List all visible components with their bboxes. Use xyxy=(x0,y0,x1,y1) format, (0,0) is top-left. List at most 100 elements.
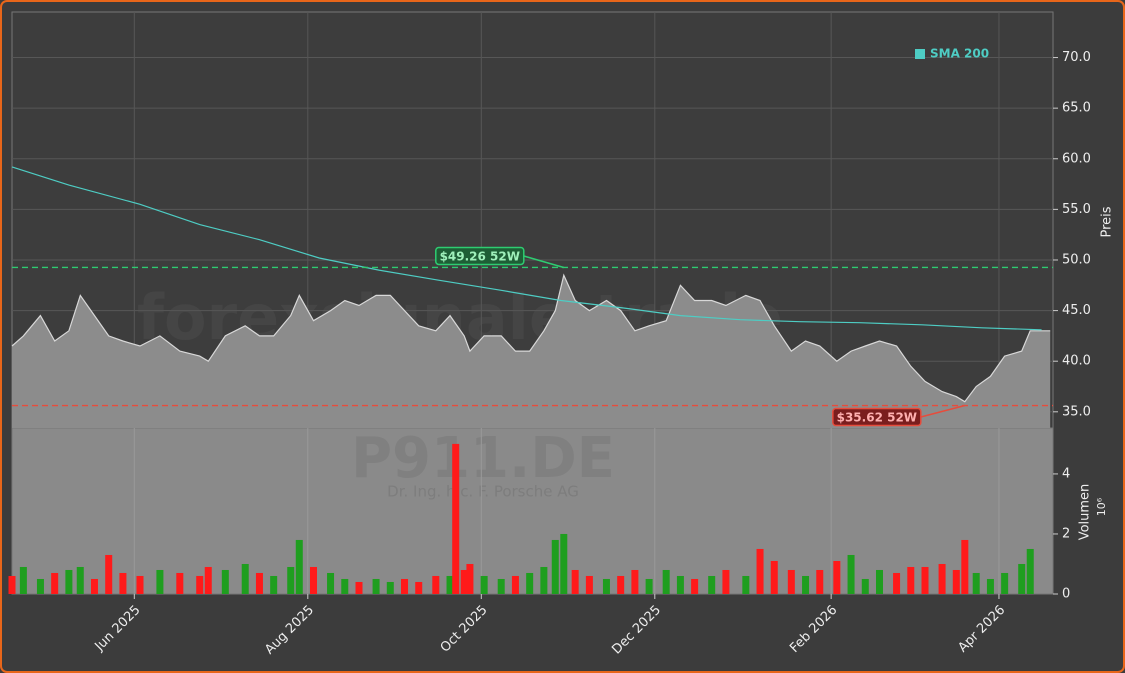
volume-bar xyxy=(466,563,474,594)
volume-bar xyxy=(497,578,505,594)
volume-bar xyxy=(770,560,778,594)
volume-bar xyxy=(986,578,994,594)
volume-bar xyxy=(386,581,394,594)
volume-bar xyxy=(921,566,929,594)
annotation-box xyxy=(435,246,525,266)
volume-bar xyxy=(90,578,98,594)
y-tick-label: 45.0 xyxy=(1062,303,1091,318)
volume-bar xyxy=(511,575,519,594)
volume-bar xyxy=(847,554,855,594)
annotation-box xyxy=(832,407,922,427)
volume-bar xyxy=(460,569,468,594)
sma-line xyxy=(11,166,1042,331)
y-tick-label: 40.0 xyxy=(1062,354,1091,369)
volume-bar xyxy=(551,539,559,594)
watermark-subtitle: Dr. Ing. h.c. F. Porsche AG xyxy=(387,483,579,501)
volume-bar xyxy=(119,572,127,594)
volume-bar xyxy=(742,575,750,594)
volume-bar xyxy=(255,572,263,594)
volume-bar xyxy=(241,563,249,594)
volume-bar xyxy=(355,581,363,594)
volume-bar xyxy=(415,581,423,594)
annotation-arrow xyxy=(523,255,564,269)
volume-bar xyxy=(691,578,699,594)
y-tick-label: 2 xyxy=(1062,526,1070,541)
volume-bar xyxy=(105,554,113,594)
volume-bar xyxy=(676,575,684,594)
y-tick-label: 0 xyxy=(1062,587,1070,602)
volume-bar xyxy=(51,572,59,594)
y-tick-label: 4 xyxy=(1062,466,1070,481)
y-tick-label: 50.0 xyxy=(1062,252,1091,267)
volume-bar xyxy=(341,578,349,594)
volume-bar xyxy=(19,566,27,594)
volume-bar xyxy=(372,578,380,594)
volume-bar xyxy=(907,566,915,594)
watermark: P911.DE xyxy=(351,426,615,491)
volume-bar xyxy=(833,560,841,594)
volume-bar xyxy=(480,575,488,594)
legend-label: SMA 200 xyxy=(930,47,989,61)
volume-bar xyxy=(446,575,454,594)
volume-bar xyxy=(961,539,969,594)
volume-bar xyxy=(787,569,795,594)
legend-swatch xyxy=(915,49,925,59)
y-tick-label: 35.0 xyxy=(1062,404,1091,419)
volume-bar xyxy=(8,575,16,594)
volume-bar xyxy=(876,569,883,594)
volume-bar xyxy=(156,569,164,594)
volume-bar xyxy=(270,575,278,594)
volume-bar xyxy=(526,572,534,594)
volume-bar xyxy=(585,575,593,594)
volume-bar xyxy=(327,572,335,594)
volume-bar xyxy=(816,569,824,594)
volume-bar xyxy=(861,578,869,594)
volume-bar xyxy=(952,569,960,594)
volume-bar xyxy=(617,575,625,594)
y-tick-label: 55.0 xyxy=(1062,202,1091,217)
volume-bar xyxy=(1026,548,1034,594)
volume-bar xyxy=(722,569,730,594)
volume-bar xyxy=(1001,572,1009,594)
volume-bar xyxy=(756,548,764,594)
volume-bar xyxy=(602,578,610,594)
annotation-label: $49.26 52W xyxy=(440,249,520,263)
volume-bar xyxy=(65,569,73,594)
price-line xyxy=(11,273,1051,403)
annotation-label: $35.62 52W xyxy=(837,411,917,425)
volume-bar xyxy=(295,539,303,594)
y-tick-label: 70.0 xyxy=(1062,50,1091,65)
marks xyxy=(8,49,1053,594)
volume-bar xyxy=(708,575,716,594)
y-axis-label: Volumen xyxy=(1078,484,1093,541)
y-axis-label: Preis xyxy=(1100,206,1115,237)
volume-bar xyxy=(540,566,548,594)
volume-bar xyxy=(802,575,810,594)
y-tick-label: 60.0 xyxy=(1062,151,1091,166)
volume-bar xyxy=(76,566,84,594)
y-tick-label: 65.0 xyxy=(1062,101,1091,116)
volume-bar xyxy=(938,563,946,594)
scale-label: 10⁶ xyxy=(1095,497,1108,516)
volume-bar xyxy=(452,443,460,594)
volume-bar xyxy=(309,566,317,594)
volume-bar xyxy=(401,578,409,594)
volume-bar xyxy=(432,575,440,594)
volume-bar xyxy=(972,572,980,594)
volume-bar xyxy=(662,569,670,594)
volume-bar xyxy=(36,578,44,594)
volume-bar xyxy=(1018,563,1026,594)
volume-bar xyxy=(571,569,579,594)
volume-bar xyxy=(893,572,901,594)
annotation-arrow xyxy=(920,404,966,418)
volume-bar xyxy=(287,566,295,594)
volume-bar xyxy=(645,578,653,594)
volume-bar xyxy=(221,569,229,594)
price-area xyxy=(12,275,1051,428)
volume-bar xyxy=(631,569,639,594)
volume-bar xyxy=(136,575,144,594)
volume-bar xyxy=(204,566,212,594)
volume-bar xyxy=(196,575,204,594)
